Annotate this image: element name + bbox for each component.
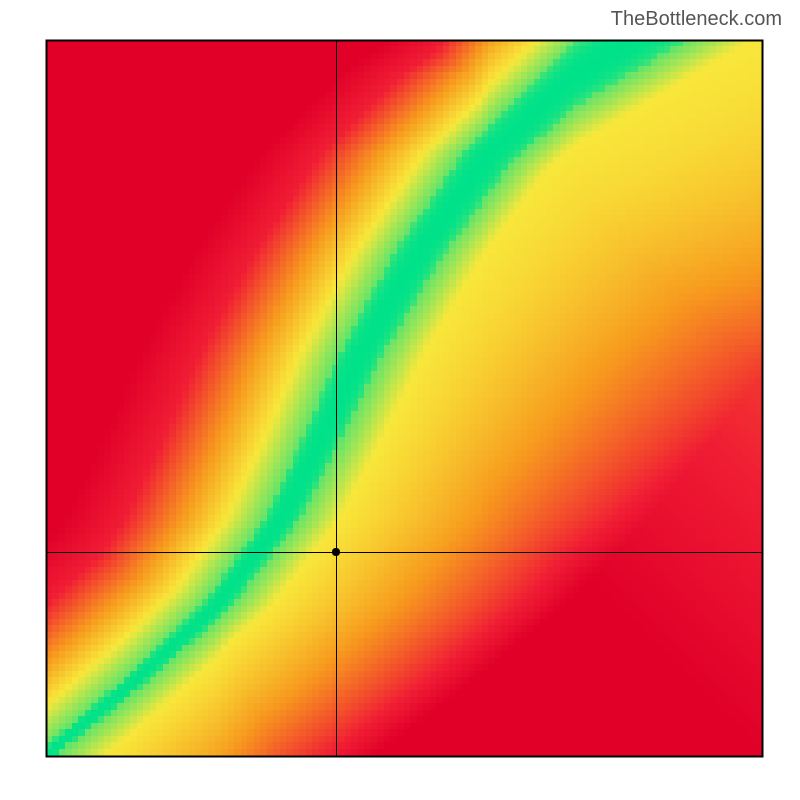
heatmap-canvas	[0, 0, 800, 800]
watermark-text: TheBottleneck.com	[611, 8, 782, 31]
chart-container: TheBottleneck.com	[0, 0, 800, 800]
